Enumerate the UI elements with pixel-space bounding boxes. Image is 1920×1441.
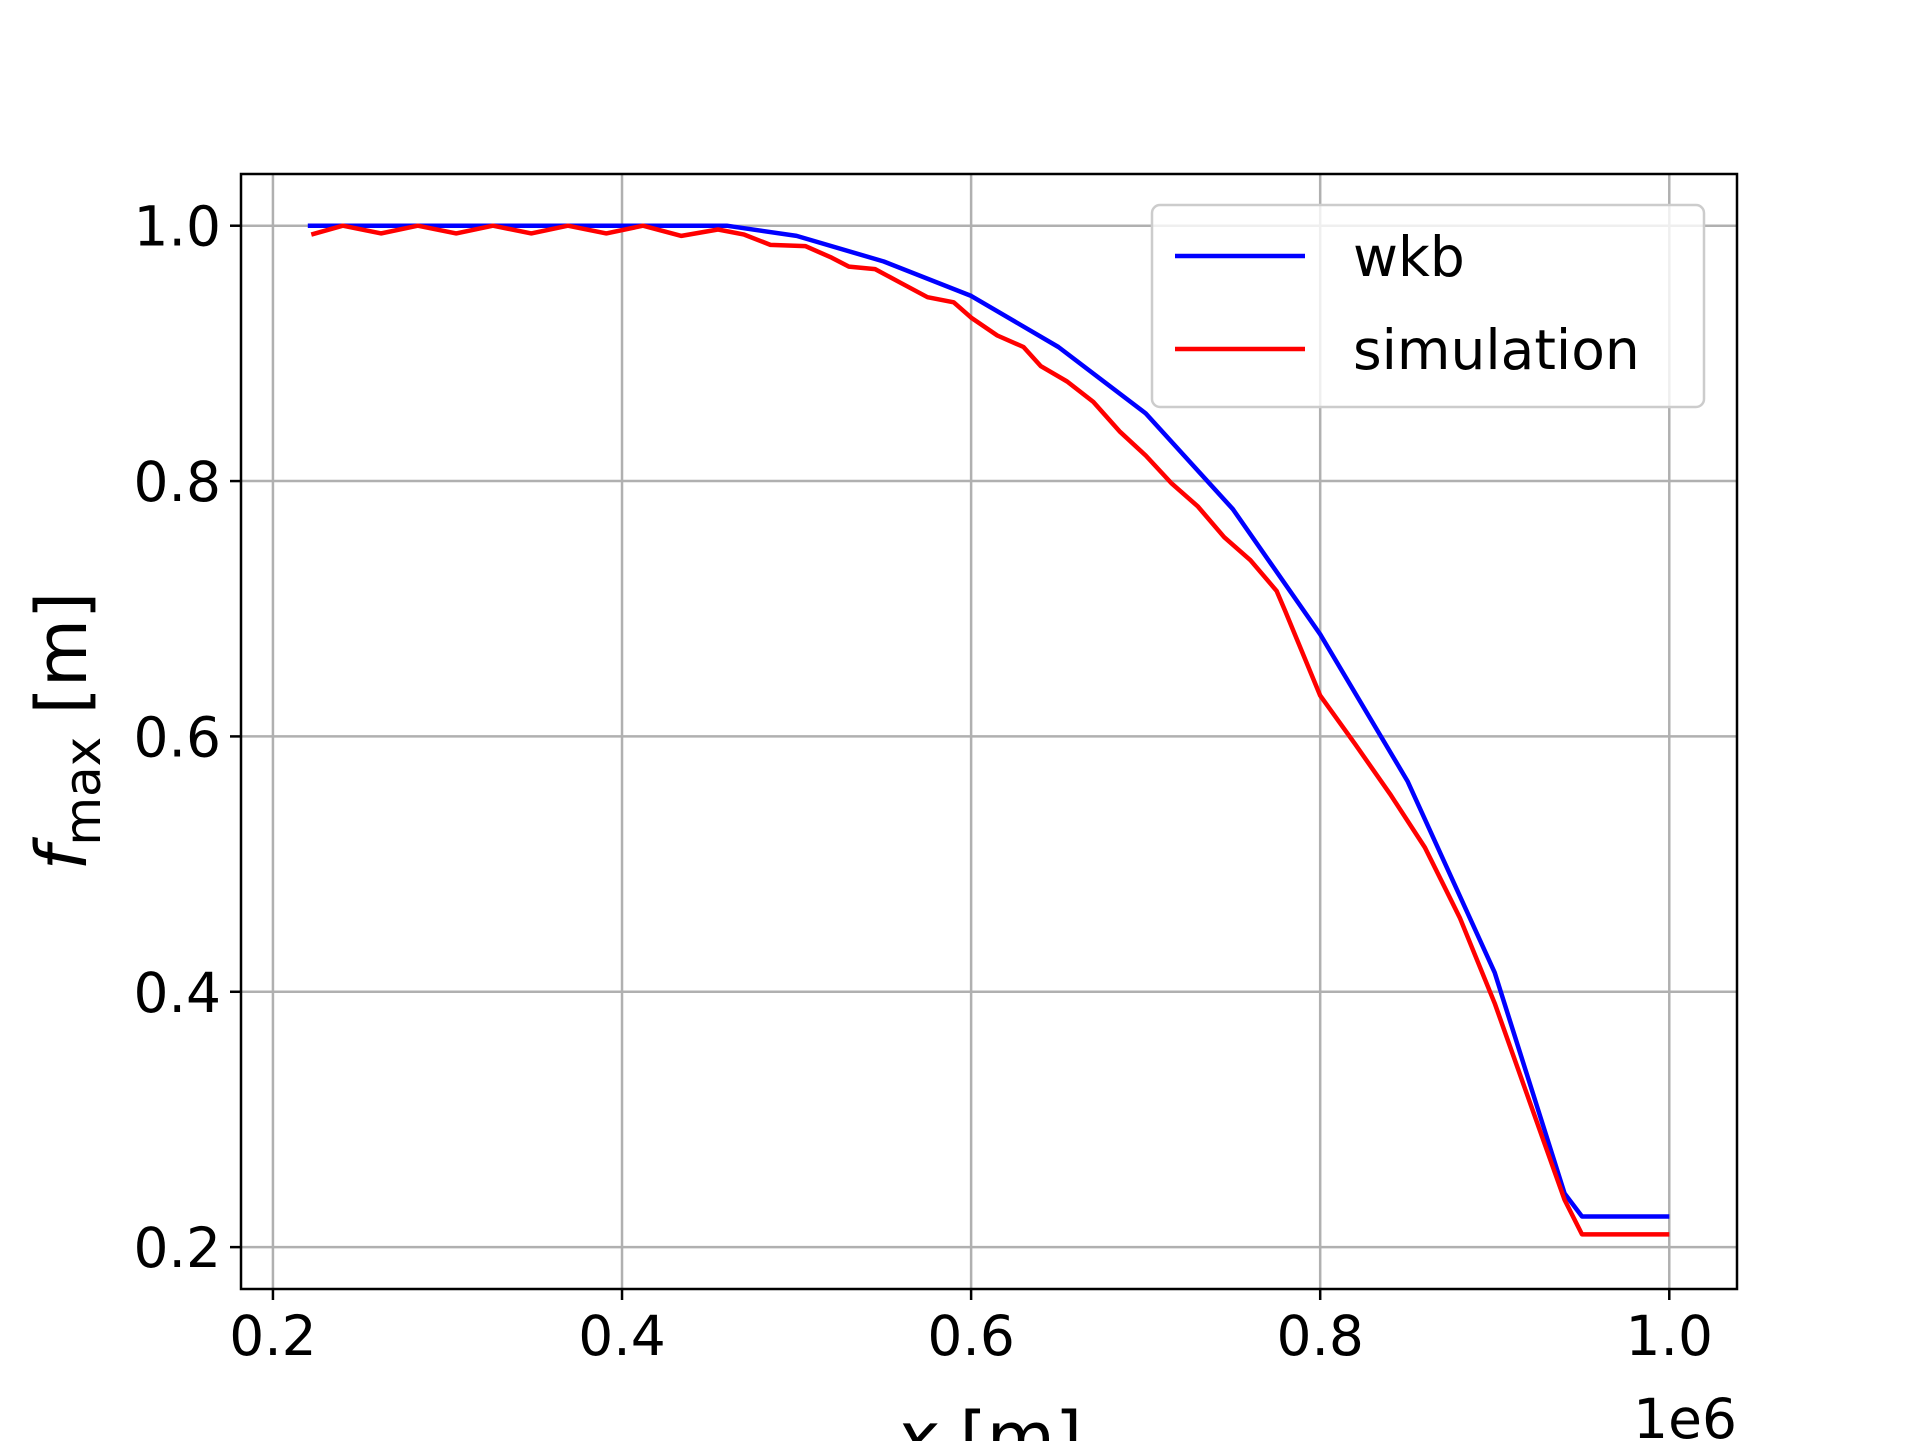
legend-label-simulation: simulation bbox=[1353, 318, 1640, 382]
series-line-simulation bbox=[310, 223, 1670, 1237]
x-tick-label: 0.2 bbox=[229, 1304, 316, 1368]
x-offset-text: 1e6 bbox=[1633, 1387, 1737, 1441]
legend-label-wkb: wkb bbox=[1353, 225, 1465, 289]
y-tick-label: 0.2 bbox=[134, 1216, 221, 1280]
series-line-wkb bbox=[307, 223, 1670, 1219]
x-tick-label: 1.0 bbox=[1626, 1304, 1713, 1368]
x-axis-label: x [m] bbox=[894, 1397, 1083, 1441]
x-tick-label: 0.6 bbox=[927, 1304, 1014, 1368]
legend: wkb simulation bbox=[1150, 203, 1706, 409]
series-lines bbox=[307, 223, 1670, 1237]
x-tick-label: 0.8 bbox=[1276, 1304, 1363, 1368]
y-tick-label: 1.0 bbox=[134, 195, 221, 259]
y-tick-label: 0.4 bbox=[134, 961, 221, 1025]
y-tick-label: 0.6 bbox=[134, 705, 221, 769]
ticks: 0.2 0.4 0.6 0.8 1.0 0.2 0.4 0.6 0.8 1.0 bbox=[134, 195, 1713, 1368]
x-tick-label: 0.4 bbox=[578, 1304, 665, 1368]
y-tick-label: 0.8 bbox=[134, 450, 221, 514]
y-axis-label: fmax [m] bbox=[21, 592, 112, 871]
plot-frame bbox=[239, 172, 1739, 1291]
